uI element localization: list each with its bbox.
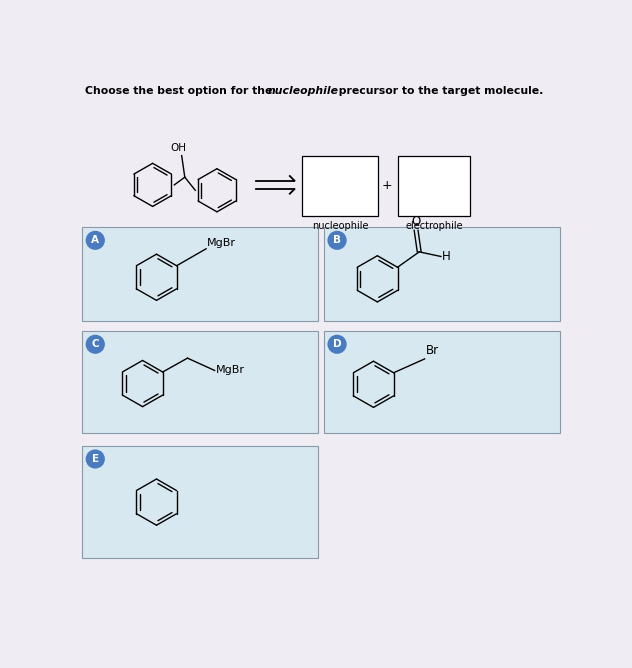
Text: H: H <box>442 250 451 263</box>
Text: Br: Br <box>426 345 439 357</box>
Text: OH: OH <box>171 142 186 152</box>
Bar <box>302 156 378 216</box>
Text: A: A <box>91 235 99 245</box>
FancyBboxPatch shape <box>324 331 559 433</box>
Text: precursor to the target molecule.: precursor to the target molecule. <box>335 86 543 96</box>
Text: nucleophile: nucleophile <box>312 221 368 231</box>
Text: electrophile: electrophile <box>406 221 463 231</box>
Circle shape <box>87 335 104 353</box>
Circle shape <box>87 232 104 249</box>
Text: O: O <box>411 215 421 228</box>
Circle shape <box>328 232 346 249</box>
Bar <box>398 156 470 216</box>
Text: MgBr: MgBr <box>207 238 236 248</box>
Text: Choose the best option for the: Choose the best option for the <box>85 86 276 96</box>
FancyBboxPatch shape <box>82 331 318 433</box>
Text: B: B <box>333 235 341 245</box>
Text: MgBr: MgBr <box>216 365 245 375</box>
FancyBboxPatch shape <box>324 227 559 321</box>
Text: +: + <box>381 179 392 192</box>
Text: E: E <box>92 454 99 464</box>
Text: D: D <box>333 339 341 349</box>
Circle shape <box>328 335 346 353</box>
Circle shape <box>87 450 104 468</box>
Text: nucleophile: nucleophile <box>267 86 338 96</box>
FancyBboxPatch shape <box>82 446 318 558</box>
Text: C: C <box>92 339 99 349</box>
FancyBboxPatch shape <box>82 227 318 321</box>
